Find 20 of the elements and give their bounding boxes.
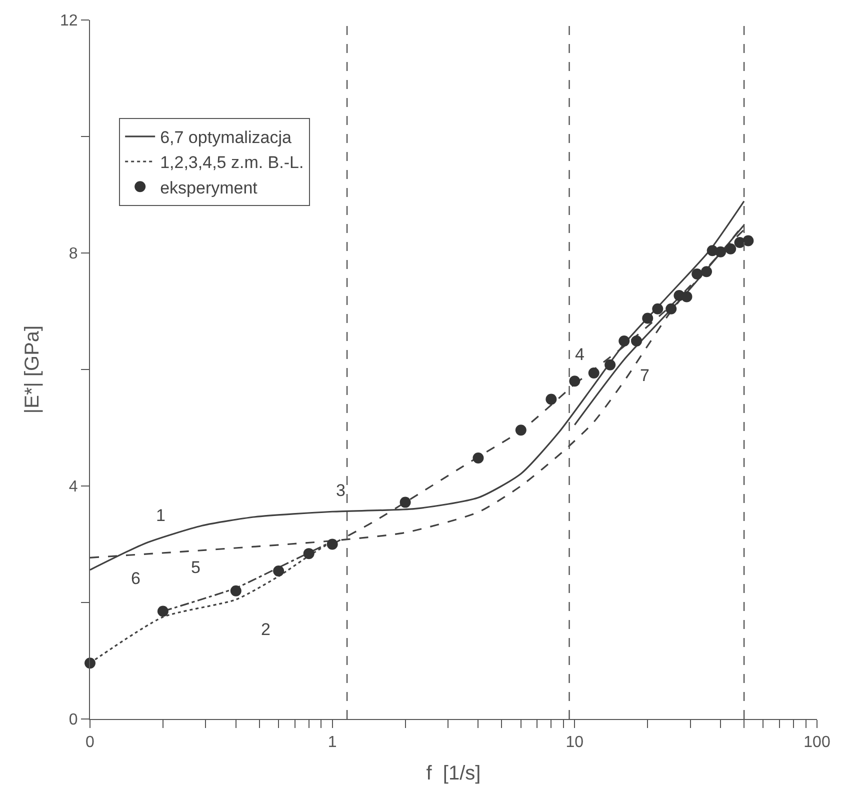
y-tick-label: 4 xyxy=(68,478,78,496)
y-tick-label: 8 xyxy=(68,246,78,263)
x-tick-label: 100 xyxy=(804,734,830,752)
legend-label: eksperyment xyxy=(160,178,258,198)
annotation: 7 xyxy=(640,366,650,385)
x-tick-label: 10 xyxy=(566,734,584,752)
annotation: 2 xyxy=(261,620,270,639)
legend-label: 6,7 optymalizacja xyxy=(160,128,292,148)
y-axis-title: |E*| [GPa] xyxy=(22,325,44,414)
annotation: 1 xyxy=(156,506,166,525)
annotation: 5 xyxy=(191,558,200,577)
annotation: 3 xyxy=(336,481,346,500)
x-tick-label: 1 xyxy=(328,734,337,752)
annotation: 6 xyxy=(131,569,140,588)
x-tick-label: 0 xyxy=(86,734,95,752)
legend-label: 1,2,3,4,5 z.m. B.-L. xyxy=(160,153,304,172)
y-tick-label: 0 xyxy=(68,712,78,729)
y-tick-label: 12 xyxy=(60,12,78,30)
x-axis-title: f [1/s] xyxy=(426,762,481,785)
annotation: 4 xyxy=(575,345,584,364)
